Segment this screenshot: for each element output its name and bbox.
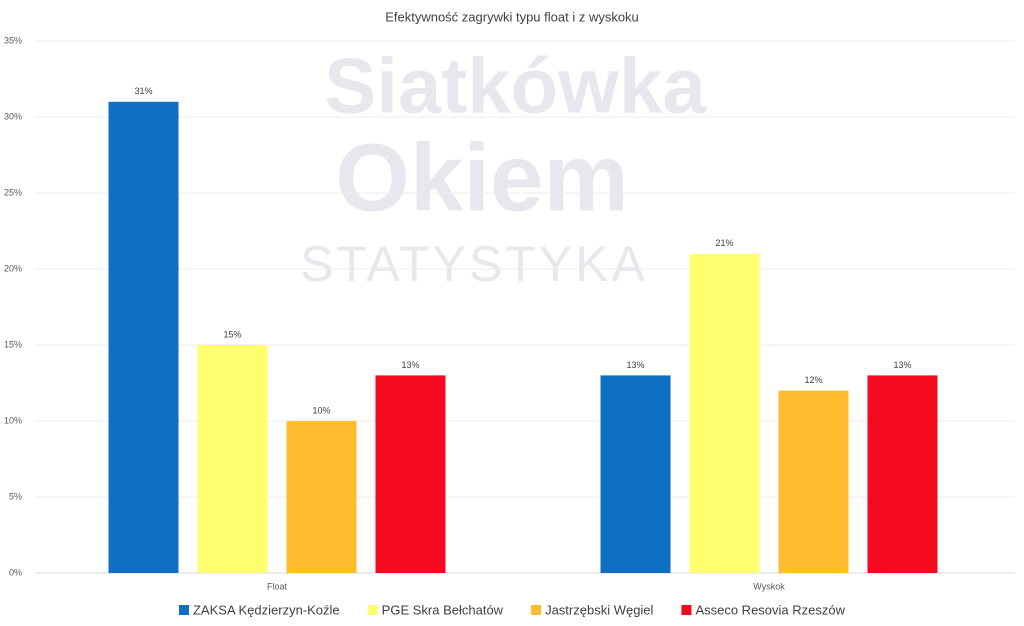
bar [778, 390, 849, 573]
legend-label: Jastrzębski Węgiel [545, 602, 653, 617]
legend-swatch [681, 605, 692, 615]
value-label: 15% [223, 329, 241, 339]
y-tick-label: 10% [4, 415, 22, 425]
legend-swatch [367, 605, 378, 615]
legend-label: ZAKSA Kędzierzyn-Koźle [193, 602, 340, 617]
x-tick-label: Wyskok [753, 581, 785, 591]
value-label: 13% [626, 360, 644, 370]
bar [375, 375, 446, 573]
value-label: 10% [312, 405, 330, 415]
value-label: 13% [401, 360, 419, 370]
bar [689, 253, 760, 574]
value-label: 21% [715, 238, 733, 248]
bar [197, 345, 268, 573]
chart-title: Efektywność zagrywki typu float i z wysk… [385, 9, 639, 24]
watermark: Siatkówka [324, 42, 706, 130]
value-label: 31% [134, 86, 152, 96]
legend-swatch [531, 605, 542, 615]
y-tick-label: 30% [4, 111, 22, 121]
watermark: Okiem [335, 124, 628, 231]
y-tick-label: 25% [4, 187, 22, 197]
y-tick-label: 35% [4, 35, 22, 45]
value-label: 12% [804, 375, 822, 385]
legend-label: Asseco Resovia Rzeszów [695, 602, 845, 617]
value-label: 13% [893, 360, 911, 370]
watermark: STATYSTYKA [300, 236, 648, 292]
y-tick-label: 15% [4, 339, 22, 349]
legend-swatch [178, 605, 189, 615]
bar [286, 421, 357, 573]
y-tick-label: 0% [9, 567, 22, 577]
legend-label: PGE Skra Bełchatów [382, 602, 504, 617]
bar [867, 375, 938, 573]
y-tick-label: 20% [4, 263, 22, 273]
bar [108, 101, 179, 574]
x-tick-label: Float [267, 581, 288, 591]
bar [600, 375, 671, 573]
y-tick-label: 5% [9, 491, 22, 501]
